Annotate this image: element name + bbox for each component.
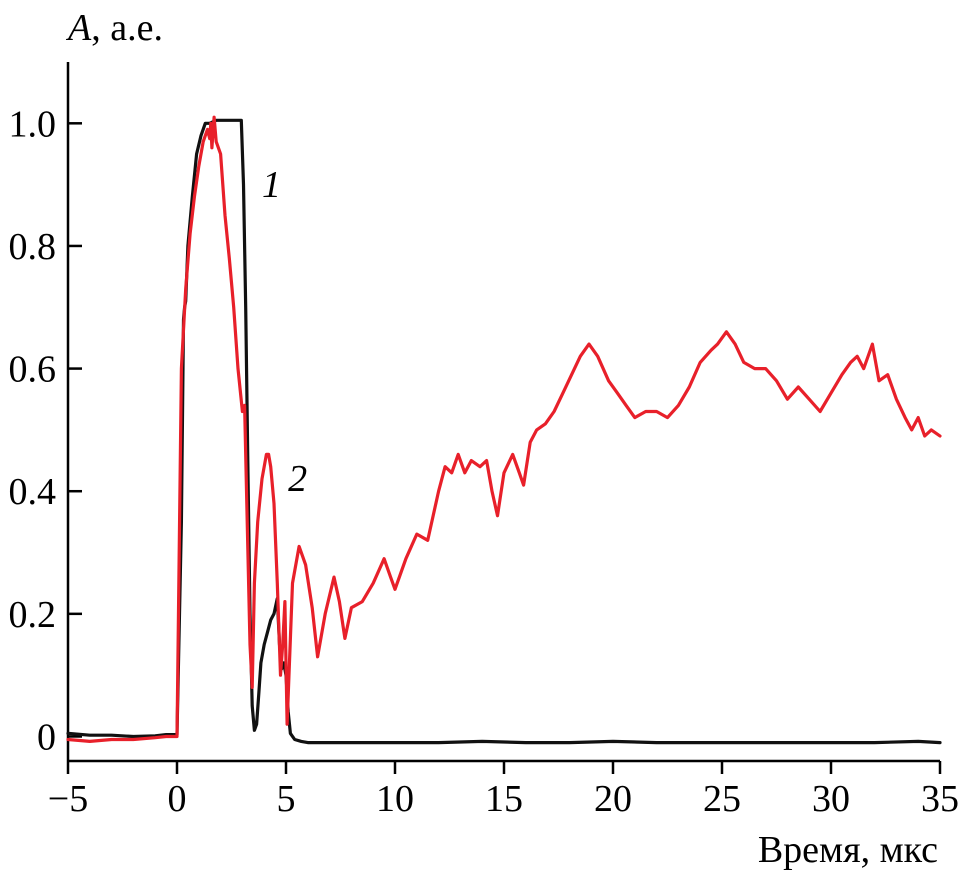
x-tick-label: 25 bbox=[703, 778, 741, 820]
y-tick-label: 1.0 bbox=[9, 103, 57, 145]
series-line-1 bbox=[66, 118, 942, 745]
x-tick-label: 10 bbox=[376, 778, 414, 820]
y-axis-title: A, а.е. bbox=[65, 7, 163, 49]
annotation-layer: 12 bbox=[262, 164, 307, 500]
x-tick-label: 5 bbox=[277, 778, 296, 820]
x-tick-label: 0 bbox=[168, 778, 187, 820]
series-label-2: 2 bbox=[288, 458, 307, 500]
y-tick-label: 0.4 bbox=[9, 471, 57, 513]
series-layer bbox=[66, 115, 942, 745]
y-tick-label: 0.8 bbox=[9, 226, 57, 268]
x-tick-label: 35 bbox=[921, 778, 959, 820]
y-tick-label: 0.6 bbox=[9, 349, 57, 391]
y-tick-label: 0.2 bbox=[9, 594, 57, 636]
y-tick-label: 0 bbox=[37, 716, 56, 758]
x-tick-label: 30 bbox=[812, 778, 850, 820]
x-axis-title: Время, мкс bbox=[758, 829, 938, 871]
ticks: −5 0 5 10 15 20 25 30 35 0 0.2 0.4 0.6 0.8 1.0 bbox=[9, 103, 960, 820]
x-tick-label: −5 bbox=[48, 778, 88, 820]
series-label-1: 1 bbox=[262, 164, 281, 206]
x-tick-label: 20 bbox=[594, 778, 632, 820]
series-line-2 bbox=[66, 115, 942, 744]
y-axis-symbol: A bbox=[65, 7, 92, 49]
y-axis-unit: , а.е. bbox=[91, 7, 163, 49]
x-tick-label: 15 bbox=[485, 778, 523, 820]
